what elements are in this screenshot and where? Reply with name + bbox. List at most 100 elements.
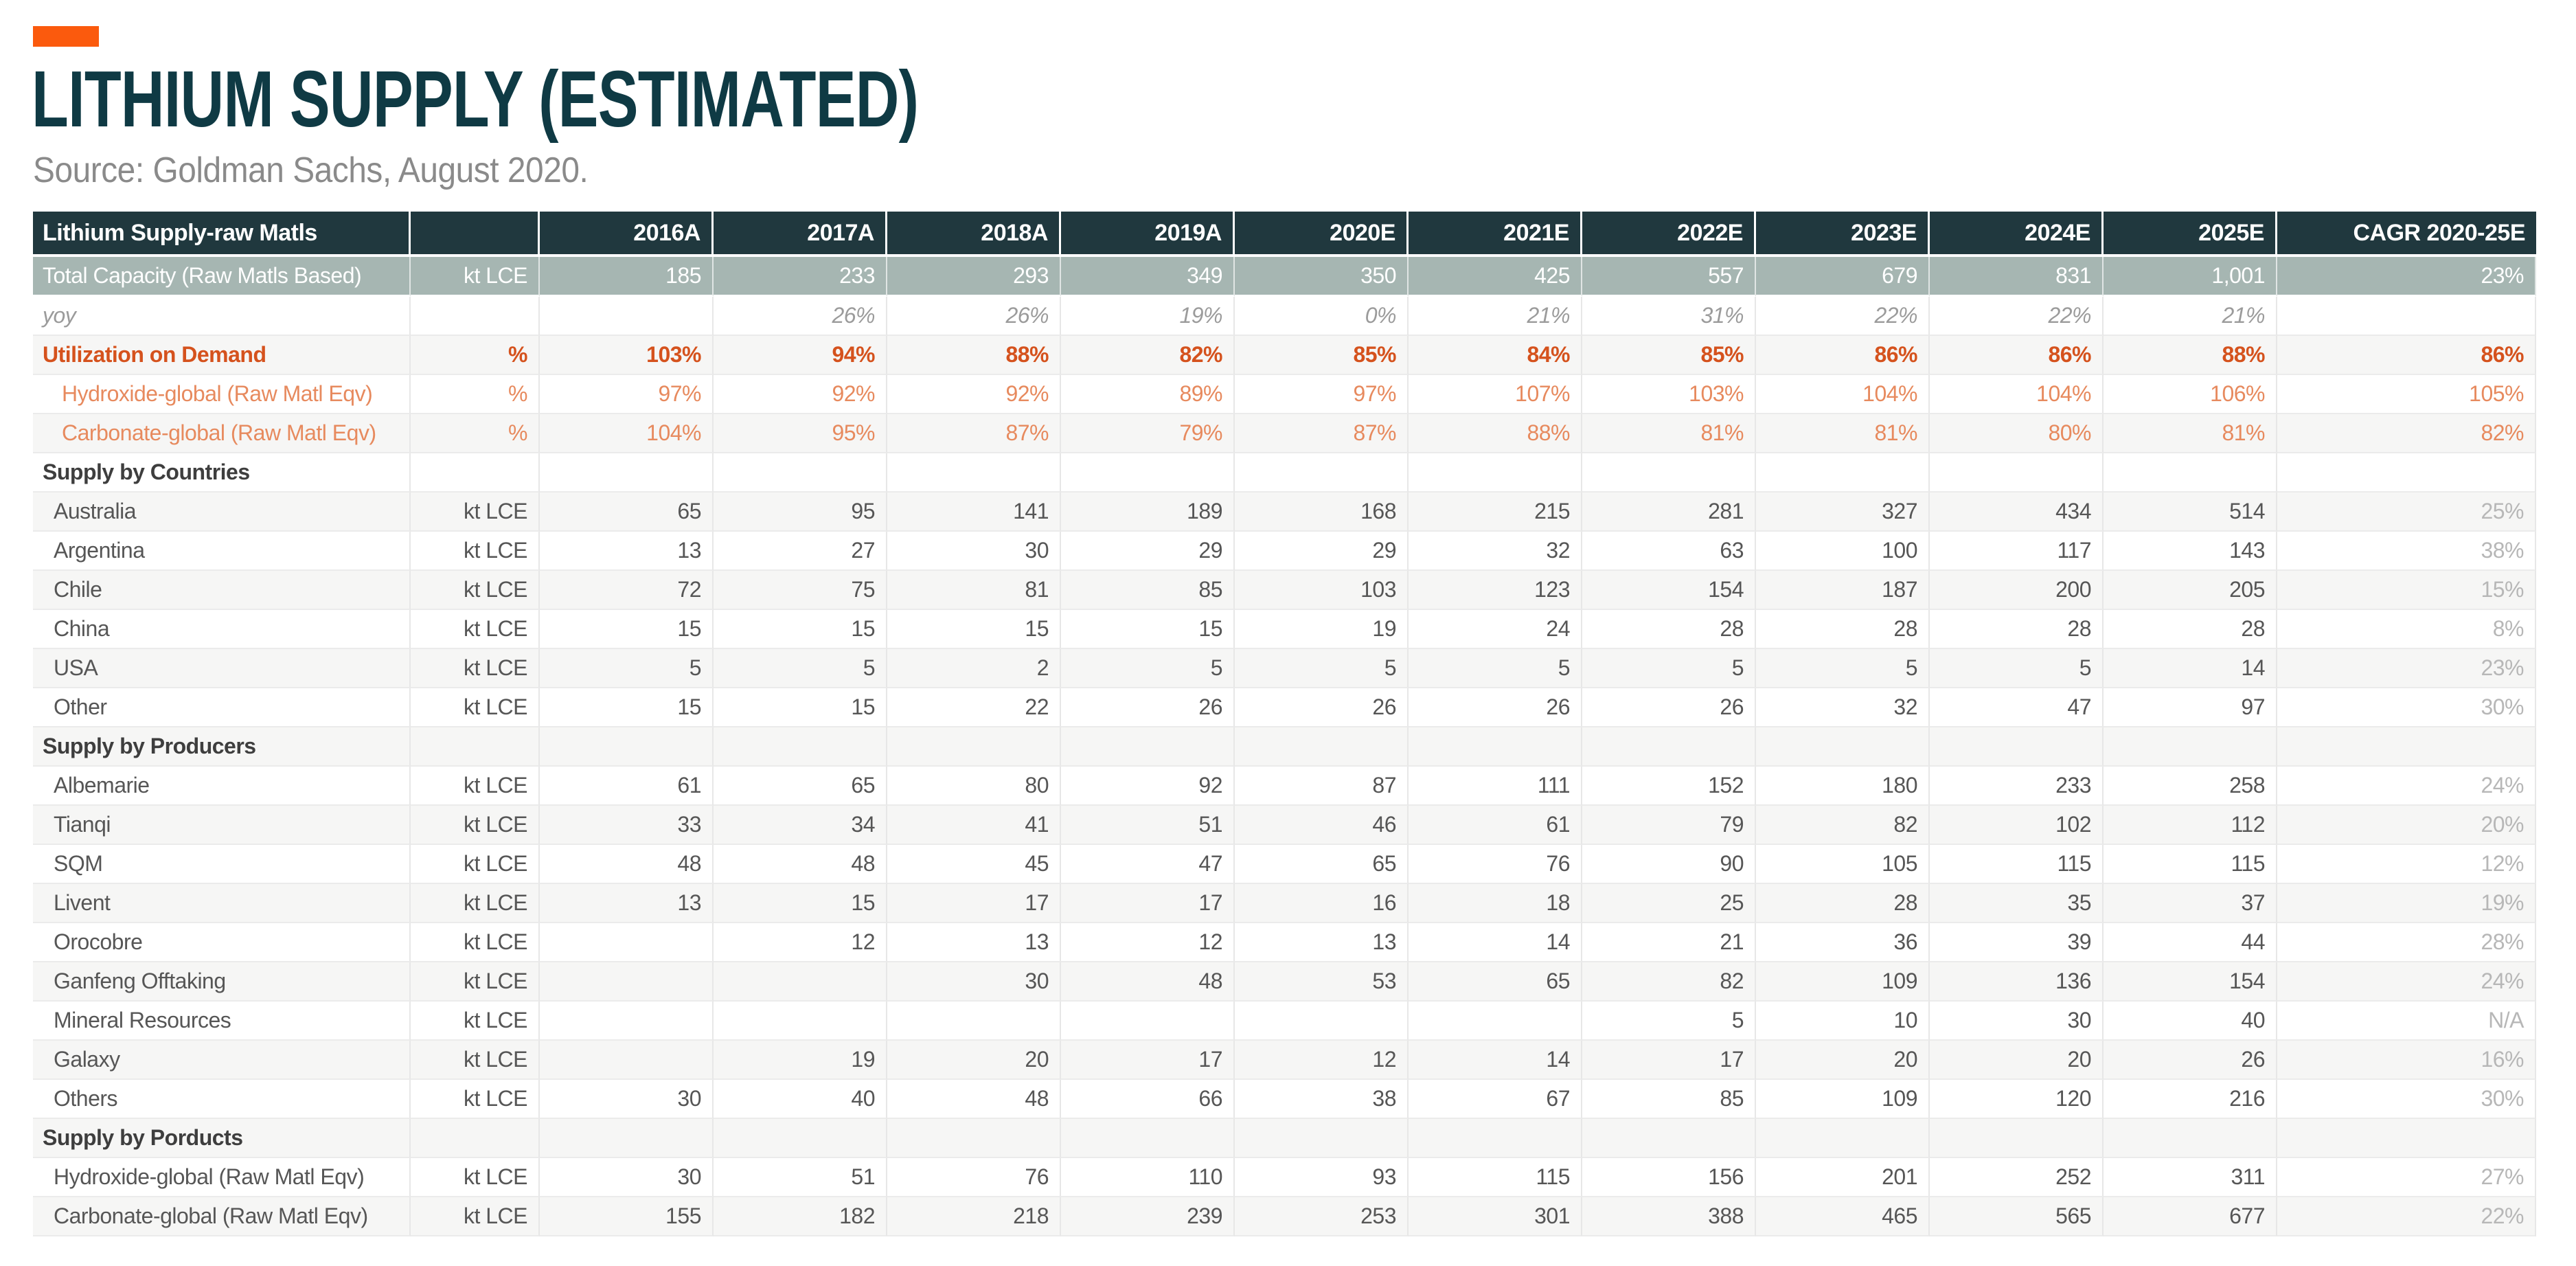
value-cell: 86% — [1930, 336, 2104, 375]
unit-cell: kt LCE — [411, 1197, 540, 1236]
value-cell: 12 — [1235, 1041, 1409, 1080]
value-cell: 81% — [1756, 414, 1930, 453]
value-cell: 82 — [1756, 806, 1930, 845]
table-row: USA kt LCE 5 5 2 5 5 5 5 5 5 14 23% — [33, 649, 2536, 688]
value-cell: 32 — [1409, 532, 1582, 571]
value-cell: 233 — [714, 257, 887, 297]
row-label-cell: Carbonate-global (Raw Matl Eqv) — [33, 1197, 411, 1236]
value-cell: 215 — [1409, 493, 1582, 532]
value-cell: 2 — [887, 649, 1061, 688]
cagr-cell — [2277, 1119, 2536, 1158]
header-row: Lithium Supply-raw Matls 2016A 2017A 2018A 2… — [33, 212, 2536, 257]
value-cell: 65 — [1409, 962, 1582, 1002]
value-cell: 24 — [1409, 610, 1582, 649]
value-cell: 65 — [1235, 845, 1409, 884]
value-cell: 26 — [1582, 688, 1756, 727]
unit-cell: kt LCE — [411, 884, 540, 923]
value-cell: 86% — [1756, 336, 1930, 375]
value-cell — [887, 1002, 1061, 1041]
value-cell: 22% — [1930, 297, 2104, 336]
value-cell: 37 — [2104, 884, 2277, 923]
value-cell: 120 — [1930, 1080, 2104, 1119]
value-cell: 15 — [714, 610, 887, 649]
value-cell: 258 — [2104, 767, 2277, 806]
cagr-cell — [2277, 297, 2536, 336]
source-attribution: Source: Goldman Sachs, August 2020. — [33, 150, 589, 190]
cagr-cell: 15% — [2277, 571, 2536, 610]
value-cell: 95 — [714, 493, 887, 532]
value-cell: 5 — [540, 649, 714, 688]
unit-cell: kt LCE — [411, 923, 540, 962]
value-cell: 33 — [540, 806, 714, 845]
value-cell — [1582, 727, 1756, 767]
value-cell: 75 — [714, 571, 887, 610]
unit-cell — [411, 297, 540, 336]
value-cell: 117 — [1930, 532, 2104, 571]
value-cell: 28 — [1930, 610, 2104, 649]
value-cell: 15 — [540, 688, 714, 727]
value-cell: 32 — [1756, 688, 1930, 727]
value-cell: 13 — [887, 923, 1061, 962]
value-cell: 15 — [1061, 610, 1235, 649]
value-cell: 20 — [887, 1041, 1061, 1080]
value-cell: 180 — [1756, 767, 1930, 806]
value-cell: 85% — [1582, 336, 1756, 375]
value-cell: 26 — [1235, 688, 1409, 727]
value-cell: 104% — [1756, 375, 1930, 414]
table-row: SQM kt LCE 48 48 45 47 65 76 90 105 115 115 12% — [33, 845, 2536, 884]
value-cell: 38 — [1235, 1080, 1409, 1119]
value-cell: 28 — [1582, 610, 1756, 649]
value-cell: 40 — [2104, 1002, 2277, 1041]
value-cell — [540, 923, 714, 962]
value-cell: 105 — [1756, 845, 1930, 884]
value-cell: 79 — [1582, 806, 1756, 845]
value-cell: 30 — [887, 962, 1061, 1002]
table-row: Chile kt LCE 72 75 81 85 103 123 154 187 200 205 15% — [33, 571, 2536, 610]
value-cell: 1,001 — [2104, 257, 2277, 297]
value-cell: 109 — [1756, 962, 1930, 1002]
value-cell: 21 — [1582, 923, 1756, 962]
value-cell: 85% — [1235, 336, 1409, 375]
row-label-cell: USA — [33, 649, 411, 688]
column-header: 2016A — [540, 212, 714, 257]
value-cell: 154 — [1582, 571, 1756, 610]
value-cell: 109 — [1756, 1080, 1930, 1119]
value-cell: 30 — [887, 532, 1061, 571]
value-cell — [1930, 1119, 2104, 1158]
value-cell: 92 — [1061, 767, 1235, 806]
row-label-cell: Argentina — [33, 532, 411, 571]
value-cell: 107% — [1409, 375, 1582, 414]
value-cell: 34 — [714, 806, 887, 845]
value-cell: 102 — [1930, 806, 2104, 845]
value-cell — [1756, 727, 1930, 767]
page-title: LITHIUM SUPPLY (ESTIMATED) — [32, 54, 919, 144]
value-cell: 5 — [1756, 649, 1930, 688]
value-cell: 13 — [540, 532, 714, 571]
value-cell: 123 — [1409, 571, 1582, 610]
value-cell — [1582, 1119, 1756, 1158]
value-cell — [540, 453, 714, 493]
row-label-cell: Albemarie — [33, 767, 411, 806]
cagr-cell: 86% — [2277, 336, 2536, 375]
row-label-cell: Utilization on Demand — [33, 336, 411, 375]
unit-cell: kt LCE — [411, 1041, 540, 1080]
value-cell: 565 — [1930, 1197, 2104, 1236]
value-cell: 557 — [1582, 257, 1756, 297]
unit-cell: kt LCE — [411, 1158, 540, 1197]
value-cell — [1409, 727, 1582, 767]
value-cell: 218 — [887, 1197, 1061, 1236]
value-cell: 111 — [1409, 767, 1582, 806]
row-label-cell: Carbonate-global (Raw Matl Eqv) — [33, 414, 411, 453]
unit-cell: kt LCE — [411, 688, 540, 727]
value-cell: 87% — [1235, 414, 1409, 453]
value-cell: 30 — [540, 1158, 714, 1197]
value-cell — [1930, 727, 2104, 767]
value-cell: 97 — [2104, 688, 2277, 727]
value-cell: 87% — [887, 414, 1061, 453]
cagr-cell: 24% — [2277, 962, 2536, 1002]
value-cell: 61 — [540, 767, 714, 806]
row-label-cell: SQM — [33, 845, 411, 884]
unit-cell: % — [411, 375, 540, 414]
value-cell: 136 — [1930, 962, 2104, 1002]
